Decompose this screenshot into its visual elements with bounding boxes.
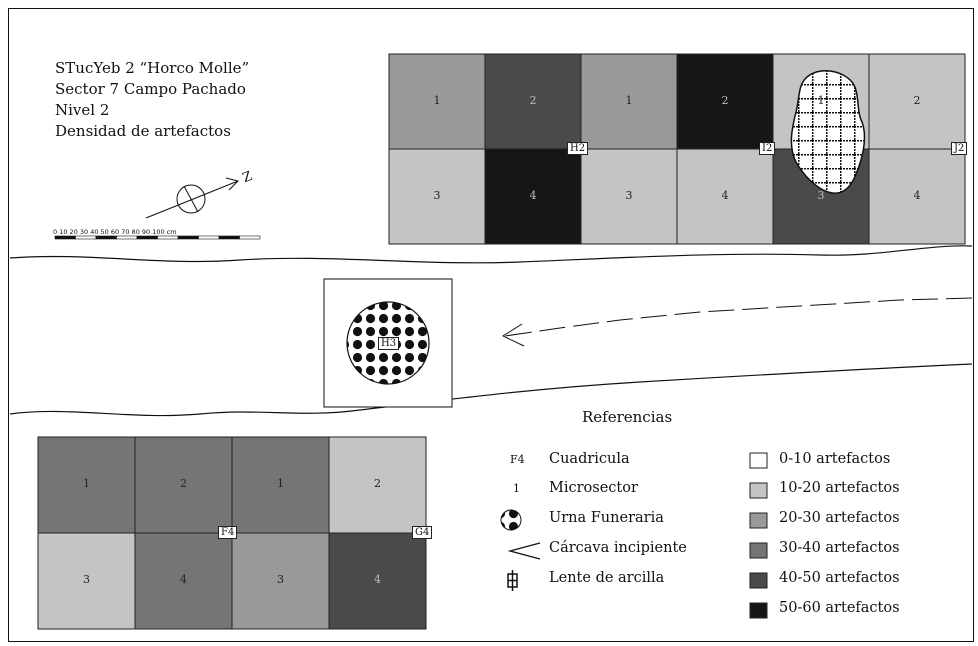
microsector-number: 2: [529, 93, 537, 107]
scale-segment: [198, 235, 220, 240]
legend-swatch: [749, 542, 768, 559]
scale-segment: [95, 235, 117, 240]
ravine-arrowhead: [501, 323, 525, 347]
microsector-number: 3: [433, 188, 441, 202]
microsector-cell: [37, 436, 136, 534]
microsector-number: 2: [180, 477, 187, 490]
arrow-icon: [507, 542, 541, 560]
legend-grid-label: Cuadricula: [549, 451, 630, 467]
grid-square-label: F4: [218, 526, 238, 539]
legend-density-40-50: 40-50 artefactos: [779, 570, 900, 586]
microsector-cell: [676, 148, 774, 245]
microsector-number: 2: [374, 477, 381, 490]
legend-swatch: [749, 482, 768, 499]
clay-lens-shape: [790, 70, 866, 194]
legend-density-0-10: 0-10 artefactos: [779, 451, 891, 467]
microsector-cell: [231, 436, 330, 534]
microsector-number: 1: [817, 93, 825, 107]
legend-density-30-40: 30-40 artefactos: [779, 540, 900, 556]
microsector-cell: [676, 53, 774, 150]
urn-icon: [500, 509, 522, 531]
microsector-number: 1: [625, 93, 633, 107]
microsector-cell: [868, 53, 966, 150]
microsector-cell: [328, 532, 427, 630]
microsector-number: 4: [180, 573, 187, 586]
legend-density-50-60: 50-60 artefactos: [779, 600, 900, 616]
title-line-site: STucYeb 2 “Horco Molle”: [55, 59, 250, 77]
microsector-cell: [484, 53, 582, 150]
scale-segment: [136, 235, 158, 240]
microsector-cell: [868, 148, 966, 245]
microsector-cell: [484, 148, 582, 245]
legend-title: Referencias: [582, 408, 673, 426]
map-frame: [8, 8, 974, 642]
scale-segment: [75, 235, 97, 240]
grid-top: [388, 53, 966, 245]
scale-segment: [218, 235, 240, 240]
microsector-number: 3: [277, 573, 284, 586]
legend-swatch: [749, 602, 768, 619]
grid-square-label: I2: [759, 142, 776, 155]
microsector-cell: [37, 532, 136, 630]
scale-segment: [157, 235, 179, 240]
title-line-sector: Sector 7 Campo Pachado: [55, 80, 246, 98]
microsector-number: 2: [913, 93, 921, 107]
microsector-number: 3: [625, 188, 633, 202]
legend-swatches: [749, 452, 768, 619]
microsector-number: 4: [721, 188, 729, 202]
legend-swatch: [749, 512, 768, 529]
microsector-number: 1: [83, 477, 90, 490]
microsector-number: 4: [529, 188, 537, 202]
scale-segment: [177, 235, 199, 240]
grid-square-label: J2: [951, 142, 968, 155]
ravine-lower-edge: [9, 363, 973, 417]
legend-microsector-icon: 1: [513, 482, 520, 495]
legend-microsector-label: Microsector: [549, 480, 638, 496]
ravine-upper-edge: [9, 245, 973, 264]
scale-bar: [54, 235, 261, 240]
clay-lens-icon: [507, 570, 518, 591]
microsector-number: 4: [374, 573, 381, 586]
microsector-number: 3: [83, 573, 90, 586]
microsector-cell: [134, 436, 233, 534]
legend-swatch: [749, 452, 768, 469]
microsector-cell: [231, 532, 330, 630]
north-arrow-icon: [145, 177, 239, 219]
legend-ravine-label: Cárcava incipiente: [549, 540, 687, 556]
legend-grid-icon: F4: [510, 453, 525, 466]
scale-segment: [116, 235, 138, 240]
microsector-number: 3: [817, 188, 825, 202]
title-line-subject: Densidad de artefactos: [55, 122, 231, 140]
microsector-cell: [580, 148, 678, 245]
grid-square-label: G4: [412, 526, 433, 539]
legend-density-20-30: 20-30 artefactos: [779, 510, 900, 526]
legend-density-10-20: 10-20 artefactos: [779, 480, 900, 496]
scale-text: 0 10 20 30 40 50 60 70 80 90 100 cm: [53, 228, 177, 236]
microsector-cell: [134, 532, 233, 630]
grid-bottom: [37, 436, 427, 630]
title-line-level: Nivel 2: [55, 101, 110, 119]
scale-segment: [54, 235, 76, 240]
microsector-cell: [328, 436, 427, 534]
legend-urn-label: Urna Funeraria: [549, 510, 664, 526]
microsector-number: 1: [277, 477, 284, 490]
microsector-number: 4: [913, 188, 921, 202]
grid-square-label: H3: [378, 337, 400, 350]
microsector-cell: [388, 53, 486, 150]
scale-segment: [239, 235, 261, 240]
grid-square-label: H2: [567, 142, 589, 155]
legend-swatch: [749, 572, 768, 589]
ravine-direction-line: [504, 297, 973, 337]
microsector-number: 1: [433, 93, 441, 107]
microsector-number: 2: [721, 93, 729, 107]
legend-clay-label: Lente de arcilla: [549, 570, 665, 586]
